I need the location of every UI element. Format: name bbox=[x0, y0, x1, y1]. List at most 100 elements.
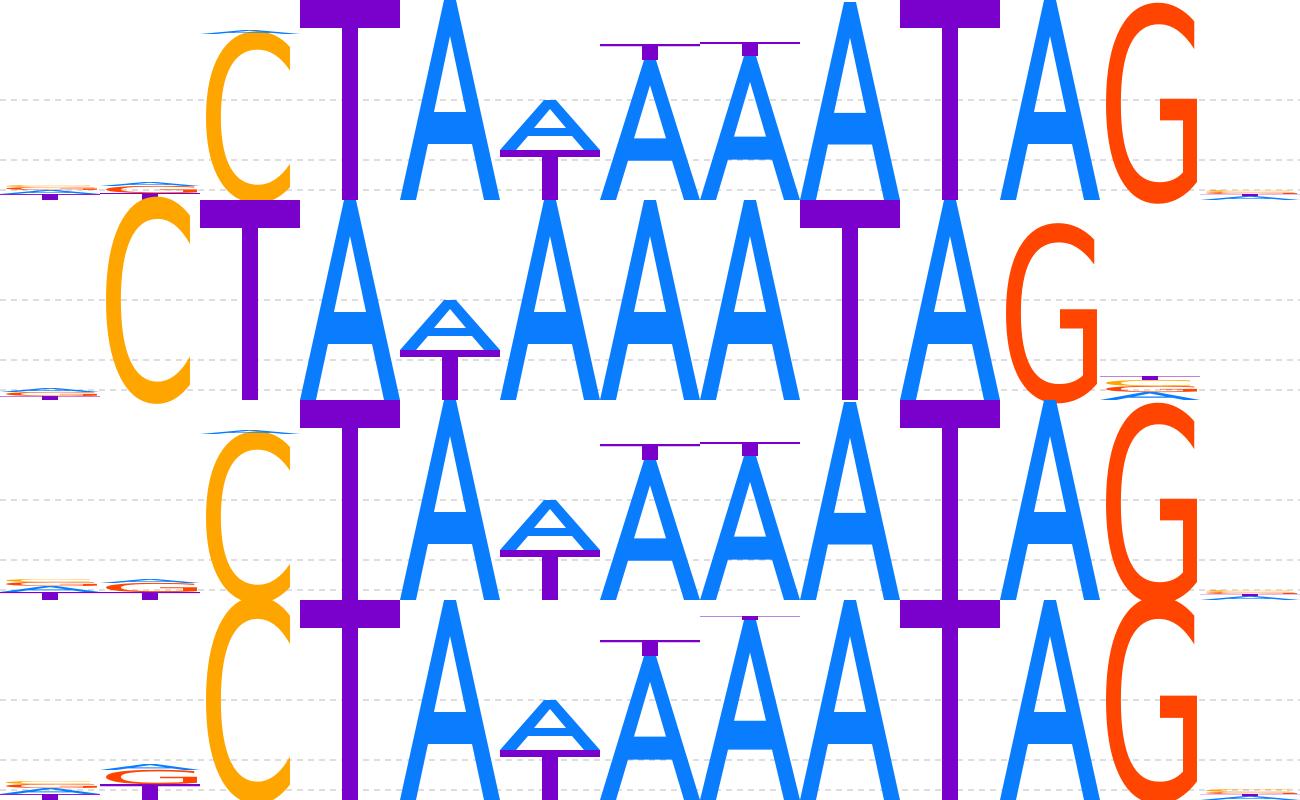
svg-text:C: C bbox=[1198, 589, 1298, 592]
glyph-T-row3-pos10 bbox=[900, 400, 1000, 600]
glyph-A-row1-pos9 bbox=[800, 2, 900, 200]
glyph-A-row2-pos5 bbox=[400, 300, 500, 350]
glyph-C-row4-pos1: C bbox=[0, 780, 98, 785]
svg-text:G: G bbox=[1198, 591, 1300, 594]
glyph-C-row2-pos12: C bbox=[1098, 378, 1198, 388]
svg-text:C: C bbox=[0, 578, 98, 583]
glyph-T-row1-pos10 bbox=[900, 0, 1000, 200]
glyph-C-row1-pos1: C bbox=[0, 184, 98, 187]
glyph-T-row3-pos6 bbox=[500, 550, 600, 600]
glyph-G-row2-pos1: G bbox=[0, 391, 109, 397]
svg-text:G: G bbox=[0, 783, 109, 789]
glyph-A-row2-pos1 bbox=[0, 388, 100, 392]
glyph-T-row3-pos8 bbox=[700, 442, 800, 456]
glyph-A-row2-pos10 bbox=[900, 200, 1000, 400]
glyph-C-row2-pos2: C bbox=[98, 145, 198, 465]
glyph-A-row4-pos5 bbox=[400, 600, 500, 800]
glyph-G-row1-pos1: G bbox=[0, 186, 109, 191]
glyph-A-row1-pos2 bbox=[100, 182, 200, 186]
glyph-A-row2-pos4 bbox=[300, 200, 400, 400]
glyph-A-row1-pos11 bbox=[1000, 0, 1100, 200]
glyph-A-row3-pos6 bbox=[500, 500, 600, 550]
glyph-A-row1-pos6 bbox=[500, 100, 600, 150]
glyph-T-row2-pos12 bbox=[1100, 376, 1200, 380]
glyph-T-row4-pos7 bbox=[600, 640, 700, 656]
glyph-C-row1-pos13: C bbox=[1198, 189, 1298, 192]
glyph-A-row3-pos2 bbox=[100, 579, 200, 583]
glyph-A-row2-pos12 bbox=[1100, 392, 1200, 400]
glyph-A-row1-pos3 bbox=[200, 30, 300, 34]
glyph-A-row3-pos7 bbox=[600, 460, 700, 600]
glyph-A-row3-pos8 bbox=[700, 456, 800, 600]
glyph-T-row3-pos13 bbox=[1200, 594, 1300, 596]
glyph-A-row4-pos11 bbox=[1000, 600, 1100, 800]
svg-text:G: G bbox=[1098, 0, 1209, 264]
svg-text:C: C bbox=[0, 780, 98, 785]
glyph-T-row1-pos4 bbox=[300, 0, 400, 200]
svg-text:G: G bbox=[0, 186, 109, 191]
glyph-G-row1-pos2: G bbox=[98, 184, 209, 195]
glyph-A-row1-pos1 bbox=[0, 190, 100, 194]
svg-text:C: C bbox=[98, 145, 198, 465]
glyph-A-row4-pos1 bbox=[0, 788, 100, 794]
glyph-A-row1-pos7 bbox=[600, 60, 700, 200]
svg-text:G: G bbox=[1098, 545, 1209, 800]
glyph-A-row3-pos13 bbox=[1200, 596, 1300, 600]
glyph-T-row1-pos2 bbox=[100, 193, 200, 200]
glyph-A-row4-pos6 bbox=[500, 700, 600, 750]
glyph-T-row4-pos4 bbox=[300, 600, 400, 800]
glyph-T-row3-pos1 bbox=[0, 592, 100, 600]
glyph-C-row3-pos1: C bbox=[0, 578, 98, 583]
glyph-G-row2-pos12: G bbox=[1098, 384, 1209, 394]
glyph-T-row1-pos8 bbox=[700, 42, 800, 56]
glyph-G-row3-pos13: G bbox=[1198, 591, 1300, 594]
glyph-G-row4-pos2: G bbox=[98, 766, 209, 788]
glyph-T-row4-pos2 bbox=[100, 784, 200, 800]
glyph-A-row4-pos2 bbox=[100, 764, 200, 770]
svg-text:G: G bbox=[0, 581, 109, 587]
svg-text:C: C bbox=[0, 184, 98, 187]
svg-text:G: G bbox=[98, 184, 209, 195]
glyph-T-row1-pos6 bbox=[500, 150, 600, 200]
glyph-T-row2-pos5 bbox=[400, 350, 500, 400]
svg-text:G: G bbox=[98, 766, 209, 788]
glyph-T-row2-pos9 bbox=[800, 200, 900, 400]
svg-text:C: C bbox=[1198, 189, 1298, 192]
glyph-G-row4-pos12: G bbox=[1098, 545, 1209, 800]
glyph-A-row1-pos8 bbox=[700, 56, 800, 200]
glyph-A-row3-pos1 bbox=[0, 586, 100, 592]
glyph-C-row4-pos3: C bbox=[198, 545, 298, 800]
glyph-T-row2-pos3 bbox=[200, 200, 300, 400]
svg-text:G: G bbox=[98, 581, 209, 595]
glyph-A-row3-pos5 bbox=[400, 400, 500, 600]
glyph-C-row3-pos13: C bbox=[1198, 589, 1298, 592]
svg-text:C: C bbox=[1198, 788, 1298, 793]
glyph-T-row4-pos13 bbox=[1200, 794, 1300, 796]
glyph-G-row1-pos12: G bbox=[1098, 0, 1209, 264]
glyph-A-row3-pos9 bbox=[800, 402, 900, 600]
glyph-A-row1-pos5 bbox=[400, 0, 500, 200]
glyph-T-row4-pos8 bbox=[700, 616, 800, 620]
glyph-G-row3-pos1: G bbox=[0, 581, 109, 587]
glyph-A-row2-pos6 bbox=[500, 200, 600, 400]
glyph-T-row1-pos13 bbox=[1200, 194, 1300, 196]
glyph-G-row4-pos1: G bbox=[0, 783, 109, 789]
glyph-T-row3-pos7 bbox=[600, 444, 700, 460]
glyph-T-row4-pos1 bbox=[0, 794, 100, 800]
glyph-A-row1-pos13 bbox=[1200, 196, 1300, 200]
svg-text:C: C bbox=[198, 545, 298, 800]
glyph-C-row4-pos13: C bbox=[1198, 788, 1298, 793]
glyph-A-row2-pos7 bbox=[600, 200, 700, 400]
glyph-A-row4-pos9 bbox=[800, 600, 900, 800]
svg-text:C: C bbox=[1098, 378, 1198, 388]
svg-text:G: G bbox=[1198, 191, 1300, 194]
glyph-A-row4-pos13 bbox=[1200, 796, 1300, 800]
svg-text:G: G bbox=[1198, 791, 1300, 794]
glyph-T-row1-pos1 bbox=[0, 194, 100, 200]
glyph-A-row4-pos8 bbox=[700, 620, 800, 800]
svg-text:G: G bbox=[0, 391, 109, 397]
glyph-T-row1-pos7 bbox=[600, 44, 700, 60]
glyph-G-row4-pos13: G bbox=[1198, 791, 1300, 794]
